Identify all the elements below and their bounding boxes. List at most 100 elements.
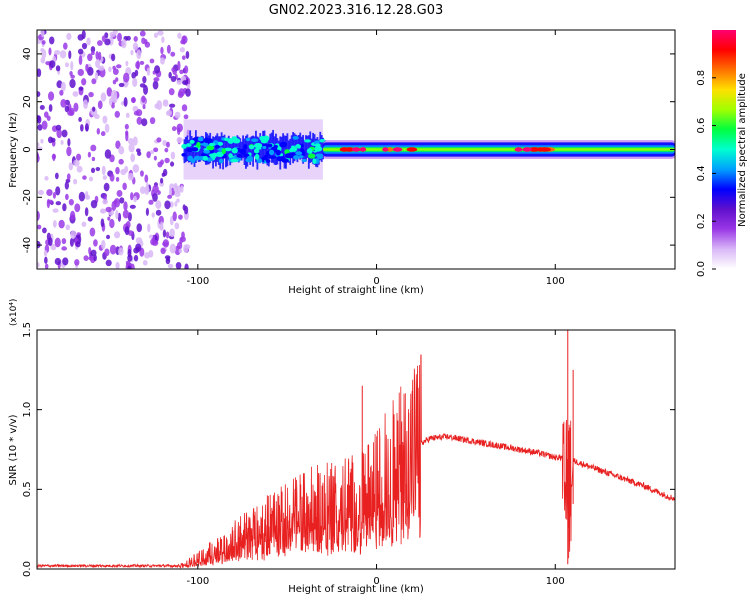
spectrogram-ytick-label: 20 (22, 95, 33, 108)
heatmap-noise-cell (37, 142, 40, 147)
heatmap-noise-cell (49, 36, 55, 45)
heatmap-noise-cell (148, 199, 154, 205)
heatmap-band-cell (242, 135, 244, 159)
heatmap-noise-cell (88, 247, 92, 255)
heatmap-noise-cell (70, 60, 74, 71)
heatmap-noise-cell (123, 72, 130, 83)
heatmap-noise-cell (181, 55, 186, 60)
heatmap-noise-cell (152, 184, 159, 194)
heatmap-noise-cell (168, 71, 172, 79)
heatmap-noise-cell (40, 57, 46, 64)
heatmap-noise-cell (117, 212, 122, 222)
heatmap-noise-cell (84, 191, 89, 199)
heatmap-noise-cell (105, 206, 112, 213)
heatmap-noise-cell (83, 99, 89, 110)
heatmap-noise-cell (91, 156, 96, 162)
heatmap-noise-cell (129, 204, 136, 209)
heatmap-noise-cell (135, 243, 142, 252)
snr-ytick-label: 1.5 (22, 322, 33, 338)
heatmap-noise-cell (177, 60, 181, 71)
colorbar-tick-label: 0.8 (696, 70, 707, 86)
heatmap-peak-cell (351, 147, 361, 152)
heatmap-noise-cell (73, 178, 78, 185)
heatmap-noise-cell (69, 78, 76, 89)
heatmap-noise-cell (50, 137, 56, 143)
heatmap-band-cell (184, 136, 187, 162)
heatmap-band-cell (213, 137, 216, 163)
heatmap-noise-cell (124, 226, 130, 236)
heatmap-band-cell (183, 139, 186, 164)
colorbar-tick-label: 0.2 (696, 213, 707, 229)
heatmap-noise-cell (114, 110, 120, 118)
heatmap-band-cell (316, 137, 319, 168)
heatmap-noise-cell (146, 151, 151, 159)
heatmap-noise-cell (133, 254, 139, 262)
heatmap-noise-cell (142, 260, 148, 266)
heatmap-band-cell (229, 138, 232, 166)
heatmap-noise-cell (90, 249, 97, 257)
snr-frame (36, 329, 676, 570)
heatmap-noise-cell (122, 182, 127, 191)
heatmap-band-blob (312, 158, 317, 164)
heatmap-peak-cell (514, 147, 523, 152)
heatmap-noise-cell (115, 176, 120, 182)
heatmap-noise-cell (166, 109, 173, 117)
heatmap-band-blob (197, 137, 204, 142)
heatmap-noise-cell (60, 140, 64, 145)
heatmap-band-blob (298, 155, 304, 159)
heatmap-noise-cell (182, 204, 186, 211)
heatmap-noise-cell (63, 42, 68, 50)
heatmap-noise-cell (118, 82, 125, 88)
heatmap-noise-cell (168, 88, 175, 96)
heatmap-noise-cell (90, 199, 98, 209)
heatmap-noise-cell (37, 115, 42, 124)
heatmap-noise-cell (41, 40, 46, 45)
heatmap-noise-cell (139, 30, 146, 37)
heatmap-noise-cell (96, 128, 100, 135)
heatmap-noise-cell (122, 209, 130, 219)
heatmap-noise-cell (160, 247, 166, 255)
spectrogram-ytick-label: 40 (22, 48, 33, 61)
heatmap-band-blob (285, 153, 293, 159)
heatmap-noise-cell (62, 203, 67, 212)
heatmap-noise-cell (109, 244, 117, 255)
heatmap-peak-cell (539, 147, 552, 152)
heatmap-noise-cell (68, 50, 72, 60)
heatmap-noise-cell (183, 114, 189, 120)
heatmap-noise-cell (46, 115, 51, 121)
heatmap-peak-cell (522, 147, 533, 152)
heatmap-band-cell (296, 135, 299, 163)
heatmap-band-blob (243, 153, 250, 158)
heatmap-noise-cell (179, 69, 184, 75)
heatmap-band-blob (292, 135, 299, 140)
heatmap-noise-cell (52, 208, 59, 213)
heatmap-noise-cell (77, 48, 84, 55)
heatmap-noise-cell (60, 81, 66, 92)
heatmap-band-cell (202, 136, 204, 158)
heatmap-noise-cell (111, 103, 115, 109)
heatmap-noise-cell (83, 255, 89, 262)
heatmap-noise-cell (144, 41, 151, 48)
heatmap-band-blob (262, 145, 267, 150)
heatmap-noise-cell (77, 68, 84, 77)
heatmap-band-blob (245, 137, 251, 142)
heatmap-noise-cell (132, 164, 140, 173)
heatmap-noise-cell (69, 210, 76, 221)
heatmap-noise-cell (92, 106, 96, 112)
heatmap-noise-cell (149, 117, 156, 125)
heatmap-band-blob (202, 155, 209, 161)
heatmap-noise-cell (55, 124, 62, 131)
heatmap-band-blob (301, 158, 307, 163)
heatmap-band-blob (239, 148, 247, 155)
heatmap-band-blob (218, 158, 224, 164)
heatmap-band-blob (181, 152, 187, 157)
heatmap-band-cell (286, 133, 289, 161)
heatmap-noise-cell (49, 60, 56, 69)
heatmap-noise-cell (62, 257, 69, 266)
heatmap-noise-cell (93, 254, 97, 262)
heatmap-noise-cell (181, 104, 188, 112)
heatmap-noise-cell (70, 230, 77, 239)
heatmap-band-cell (246, 134, 249, 167)
heatmap-noise-cell (156, 137, 162, 143)
